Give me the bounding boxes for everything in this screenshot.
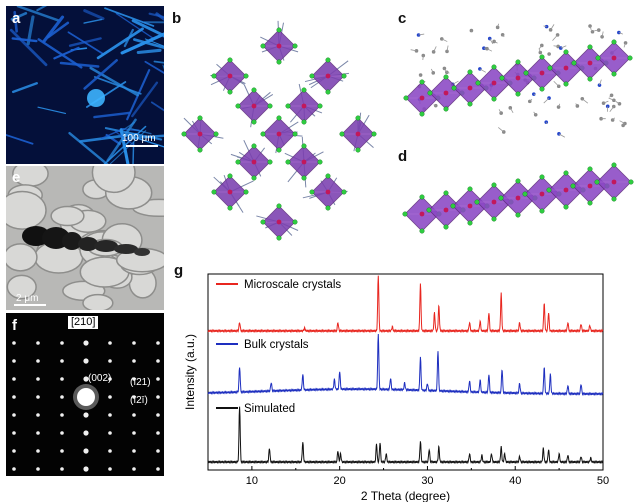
panel-f-diffraction-pattern: f [210] (002) (ī21) (ī2ī)	[6, 313, 164, 476]
series-line-0	[207, 275, 604, 334]
panel-label-b: b	[172, 10, 182, 27]
scale-bar-label-a: 100 μm	[122, 133, 156, 144]
octahedra-grid	[181, 20, 377, 241]
fluorescence-image	[6, 6, 164, 164]
chain-with-cations	[403, 23, 633, 138]
x-tick-label: 50	[597, 475, 609, 487]
panel-label-d: d	[398, 148, 408, 165]
spot-label-121: (ī21)	[130, 377, 151, 388]
xrd-plot: 10 20 30 40 50 2 Theta (degree) Intensity (a.u…	[183, 273, 609, 502]
panel-label-f: f	[12, 317, 17, 334]
fluorescent-rods	[6, 6, 164, 164]
panel-label-e: e	[12, 169, 21, 186]
x-axis-label: 2 Theta (degree)	[361, 489, 450, 502]
panel-e-tem-image: e 2 μm	[6, 166, 164, 310]
y-axis-label: Intensity (a.u.)	[183, 334, 197, 410]
inorganic-chain	[402, 162, 634, 234]
x-tick-label: 40	[509, 475, 521, 487]
panel-b-crystal-structure: b	[170, 6, 388, 256]
scale-bar-label-e: 2 μm	[16, 293, 39, 304]
diffraction-image	[12, 340, 160, 472]
scale-bar-a	[126, 145, 158, 147]
series-line-2	[207, 406, 604, 465]
plot-frame	[207, 273, 604, 471]
tem-image	[6, 166, 164, 310]
panel-label-g: g	[174, 262, 184, 279]
structure-image-b	[181, 20, 377, 241]
panel-a-fluorescence-micrograph: a 100 μm	[6, 6, 164, 164]
x-tick-label: 10	[246, 475, 258, 487]
panel-label-a: a	[12, 10, 21, 27]
structure-image-c	[403, 23, 633, 138]
structure-image-d	[402, 162, 634, 234]
scale-bar-e	[14, 304, 46, 306]
legend-label-1: Bulk crystals	[244, 339, 309, 351]
crystal-particles	[22, 226, 150, 256]
legend-label-0: Microscale crystals	[244, 279, 341, 291]
panel-label-c: c	[398, 10, 407, 27]
spot-label-002: (002)	[88, 373, 112, 384]
panel-g-xrd-chart: g 10 20 30 40 50 2 Theta (degree) Intensity (a…	[168, 262, 638, 502]
zone-axis-label: [210]	[68, 316, 99, 329]
x-tick-label: 30	[421, 475, 433, 487]
legend-label-2: Simulated	[244, 403, 295, 415]
spot-label-12-1: (ī2ī)	[130, 395, 148, 406]
series-line-1	[207, 333, 604, 396]
diffraction-spots	[12, 340, 160, 472]
panel-c-chain-structure: c	[392, 6, 636, 144]
x-tick-label: 20	[334, 475, 346, 487]
panel-d-octahedral-chain: d	[392, 148, 636, 256]
